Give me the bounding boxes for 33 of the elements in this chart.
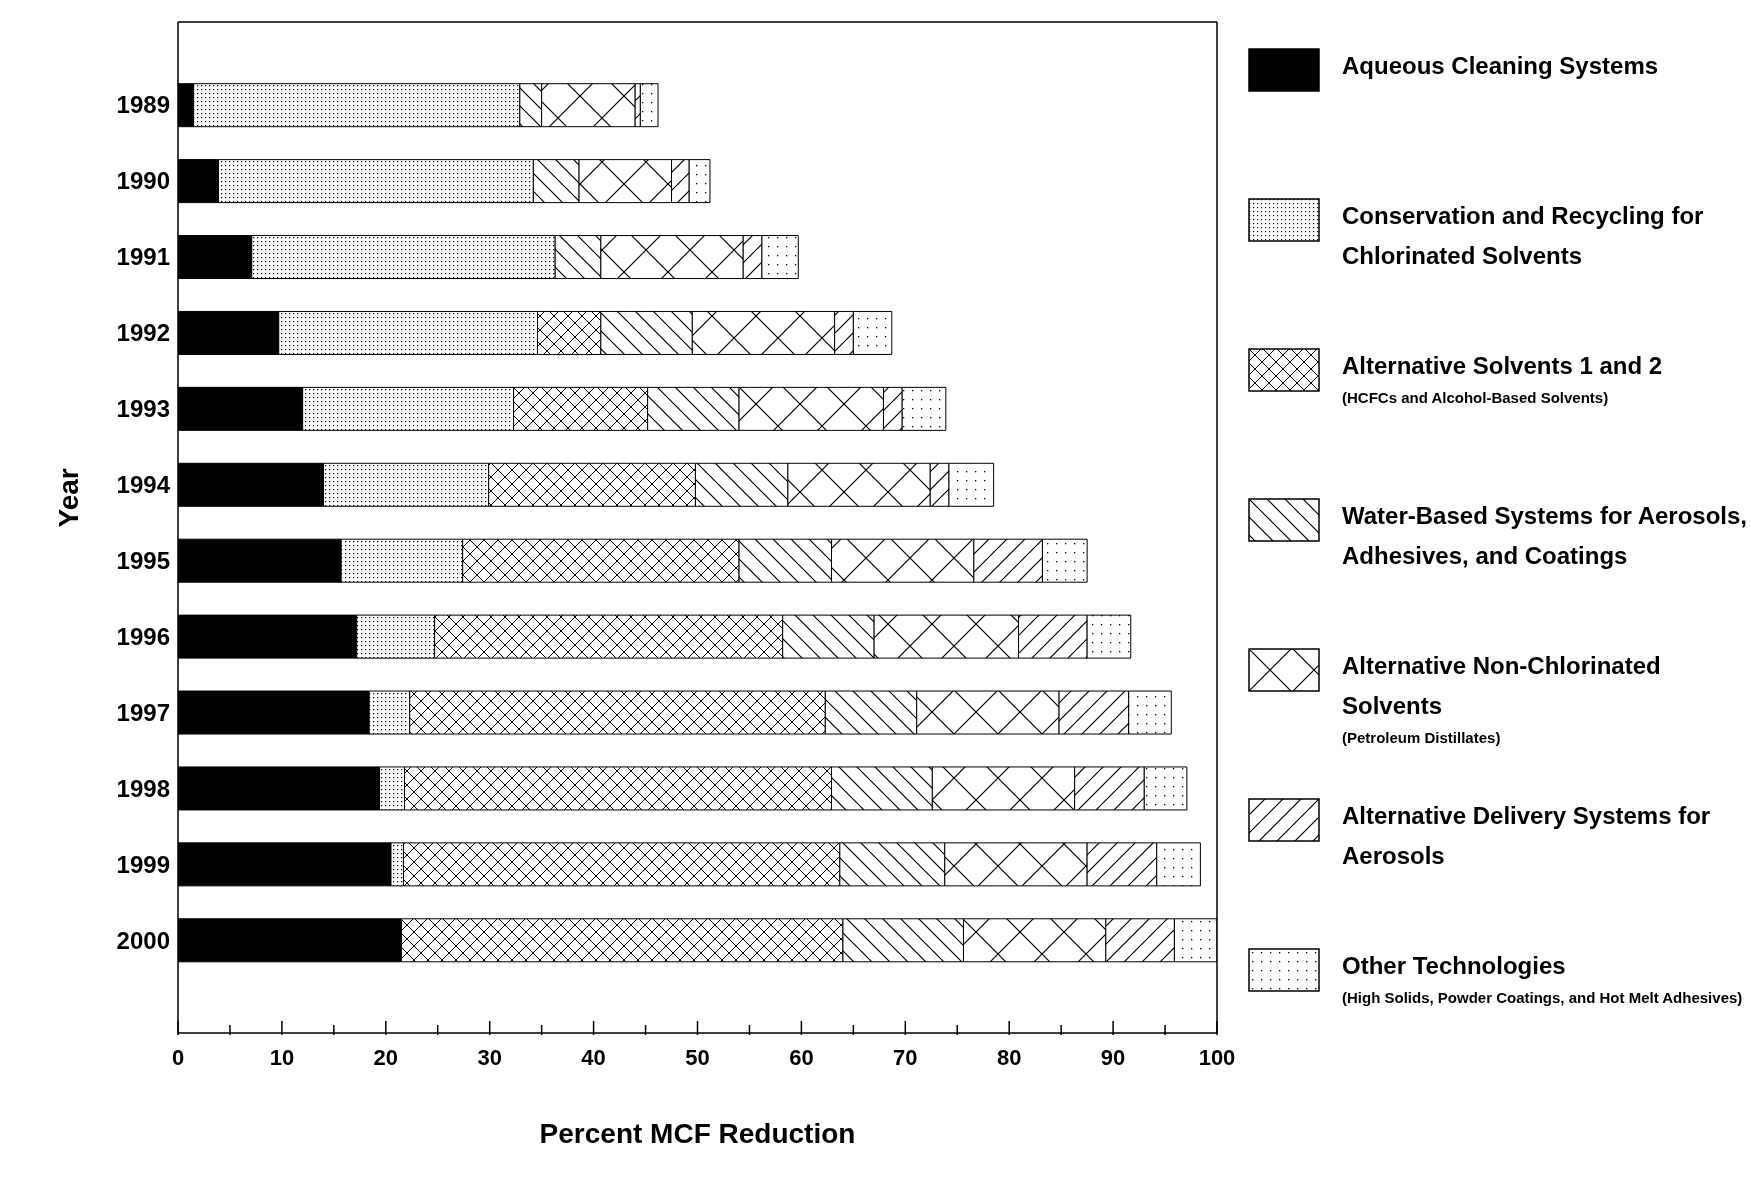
y-tick-label: 1993 xyxy=(116,395,170,423)
x-tick-label: 50 xyxy=(685,1045,710,1070)
y-tick-label: 1990 xyxy=(116,167,170,195)
legend-label: Conservation and Recycling for Chlorinated Solvents xyxy=(1342,202,1704,269)
y-axis-title: Year xyxy=(52,468,84,528)
y-tick-label: 1989 xyxy=(116,91,170,119)
x-tick-label: 100 xyxy=(1198,1045,1236,1070)
x-tick-label: 70 xyxy=(893,1045,918,1070)
y-tick-label: 1999 xyxy=(116,850,170,878)
x-tick-label: 20 xyxy=(373,1045,399,1070)
legend-label: Alternative Non-Chlorinated Solvents (Petroleum Distillates) xyxy=(1342,652,1662,748)
x-tick-label: 40 xyxy=(581,1045,606,1070)
y-tick-label: 1995 xyxy=(116,546,170,574)
y-tick-label: 1992 xyxy=(116,319,170,347)
y-tick-label: 1991 xyxy=(116,243,170,271)
legend-label: Other Technologies (High Solids, Powder Coatings, and Hot Melt Adhesives) xyxy=(1342,952,1743,1008)
y-tick-label: 1996 xyxy=(116,622,170,650)
legend-label: Alternative Solvents 1 and 2 (HCFCs and Alcohol-Based Solvents) xyxy=(1342,352,1663,408)
legend-label: Water-Based Systems for Aerosols, Adhesives, and Coatings xyxy=(1342,502,1748,569)
x-tick-label: 30 xyxy=(477,1045,502,1070)
x-axis-title: Percent MCF Reduction xyxy=(539,1118,856,1149)
y-tick-label: 1998 xyxy=(116,774,170,802)
x-tick-label: 60 xyxy=(789,1045,814,1070)
legend-label: Aqueous Cleaning Systems xyxy=(1342,52,1659,79)
x-tick-label: 80 xyxy=(996,1045,1022,1070)
y-tick-label: 1994 xyxy=(116,471,171,499)
legend-label: Alternative Delivery Systems for Aerosols xyxy=(1342,802,1711,869)
y-tick-label: 2000 xyxy=(116,926,170,954)
x-tick-label: 90 xyxy=(1100,1045,1126,1070)
bar xyxy=(639,83,659,128)
y-tick-label: 1997 xyxy=(116,698,170,726)
x-tick-label: 0 xyxy=(171,1045,185,1070)
x-tick-label: 10 xyxy=(269,1045,295,1070)
